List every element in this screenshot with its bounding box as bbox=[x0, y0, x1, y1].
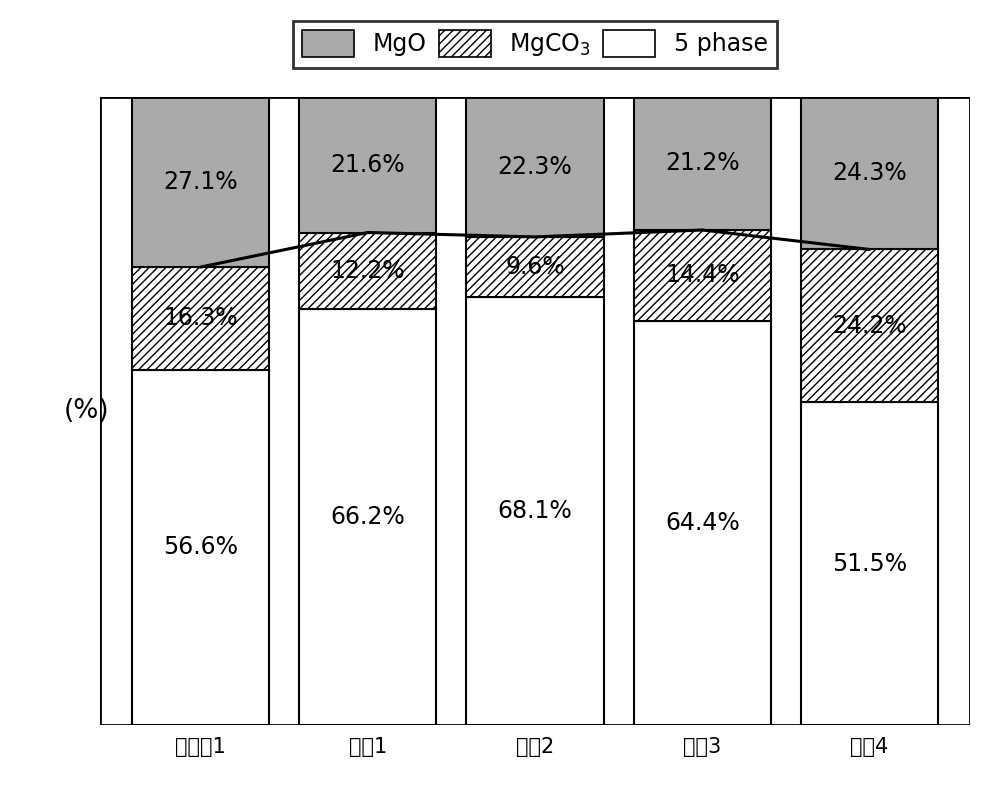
Bar bbox=[466, 97, 604, 237]
Y-axis label: (%): (%) bbox=[63, 398, 109, 424]
Text: 24.3%: 24.3% bbox=[832, 161, 907, 185]
Text: 27.1%: 27.1% bbox=[163, 170, 238, 194]
Text: 51.5%: 51.5% bbox=[832, 551, 907, 575]
Bar bbox=[634, 321, 771, 725]
Text: 68.1%: 68.1% bbox=[498, 500, 572, 523]
Bar bbox=[801, 250, 938, 401]
Bar bbox=[801, 401, 938, 725]
Legend: MgO, MgCO$_3$, 5 phase: MgO, MgCO$_3$, 5 phase bbox=[293, 20, 777, 68]
Text: 64.4%: 64.4% bbox=[665, 511, 740, 535]
Text: 16.3%: 16.3% bbox=[163, 306, 238, 330]
Text: 9.6%: 9.6% bbox=[505, 255, 565, 279]
Text: 14.4%: 14.4% bbox=[665, 264, 740, 287]
Text: 66.2%: 66.2% bbox=[330, 505, 405, 530]
Text: 21.6%: 21.6% bbox=[330, 152, 405, 177]
Text: 56.6%: 56.6% bbox=[163, 535, 238, 559]
Bar bbox=[132, 97, 269, 267]
Text: 12.2%: 12.2% bbox=[330, 259, 405, 283]
Bar bbox=[299, 232, 436, 310]
Bar bbox=[132, 370, 269, 725]
Bar bbox=[634, 230, 771, 321]
Bar bbox=[132, 267, 269, 370]
Bar bbox=[466, 237, 604, 297]
Text: 21.2%: 21.2% bbox=[665, 152, 740, 176]
Text: 24.2%: 24.2% bbox=[832, 314, 907, 338]
Bar bbox=[299, 97, 436, 232]
Bar bbox=[801, 97, 938, 250]
Bar bbox=[634, 97, 771, 230]
Bar bbox=[299, 310, 436, 725]
Bar bbox=[466, 297, 604, 725]
Text: 22.3%: 22.3% bbox=[498, 155, 572, 179]
